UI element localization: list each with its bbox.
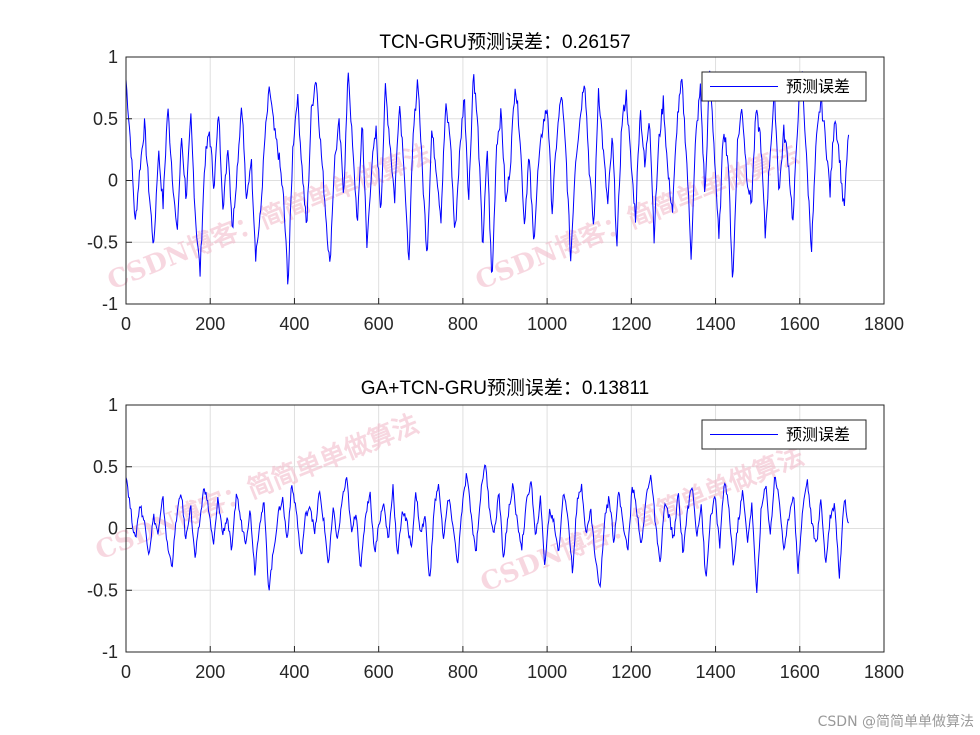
- subplot-bottom: CSDN博客：简简单单做算法 CSDN博客：简简单单做算法 0 200 400 600…: [87, 377, 904, 682]
- y-tick-label-top: 0: [108, 171, 118, 191]
- x-tick-label-bottom: 1200: [611, 662, 651, 682]
- x-tick-label-bottom: 600: [364, 662, 394, 682]
- y-tick-label-bottom: -1: [102, 642, 118, 662]
- x-tick-label-top: 400: [279, 314, 309, 334]
- y-tick-label-bottom: 0.5: [93, 457, 118, 477]
- y-ticks-top: -1 -0.5 0 0.5 1: [87, 47, 132, 314]
- x-tick-label-top: 0: [121, 314, 131, 334]
- y-tick-label-bottom: -0.5: [87, 580, 118, 600]
- x-tick-label-bottom: 800: [448, 662, 478, 682]
- x-tick-label-top: 1000: [527, 314, 567, 334]
- y-tick-label-top: 0.5: [93, 109, 118, 129]
- x-tick-label-top: 800: [448, 314, 478, 334]
- x-tick-label-bottom: 400: [279, 662, 309, 682]
- legend-label-top: 预测误差: [786, 77, 850, 96]
- y-tick-label-top: 1: [108, 47, 118, 67]
- x-tick-label-bottom: 1600: [780, 662, 820, 682]
- x-tick-label-bottom: 1800: [864, 662, 904, 682]
- series-line-bottom: [125, 464, 850, 594]
- chart-title-top: TCN-GRU预测误差：0.26157: [379, 31, 630, 53]
- x-ticks-top: 0 200 400 600 800 1000 1200 1400 1600 1800: [121, 298, 904, 334]
- x-tick-label-top: 600: [364, 314, 394, 334]
- y-ticks-bottom: -1 -0.5 0 0.5 1: [87, 395, 132, 662]
- series-line-top: [125, 70, 850, 285]
- x-tick-label-top: 1800: [864, 314, 904, 334]
- x-tick-label-top: 200: [195, 314, 225, 334]
- x-tick-label-bottom: 1400: [696, 662, 736, 682]
- x-tick-label-bottom: 1000: [527, 662, 567, 682]
- csdn-credit: CSDN @简简单单做算法: [817, 714, 974, 730]
- legend-top: 预测误差: [701, 71, 867, 102]
- x-tick-label-top: 1600: [780, 314, 820, 334]
- x-tick-label-bottom: 200: [195, 662, 225, 682]
- x-tick-label-top: 1200: [611, 314, 651, 334]
- y-tick-label-bottom: 0: [108, 519, 118, 539]
- chart-title-bottom: GA+TCN-GRU预测误差：0.13811: [361, 377, 649, 399]
- legend-label-bottom: 预测误差: [786, 425, 850, 444]
- y-tick-label-top: -1: [102, 294, 118, 314]
- x-tick-label-bottom: 0: [121, 662, 131, 682]
- x-ticks-bottom: 0 200 400 600 800 1000 1200 1400 1600 1800: [121, 646, 904, 682]
- subplot-top: CSDN博客：简简单单做算法 CSDN博客：简简单单做算法 0 200 400 600…: [87, 31, 904, 334]
- y-tick-label-top: -0.5: [87, 232, 118, 252]
- x-tick-label-top: 1400: [696, 314, 736, 334]
- y-tick-label-bottom: 1: [108, 395, 118, 415]
- legend-bottom: 预测误差: [701, 419, 867, 450]
